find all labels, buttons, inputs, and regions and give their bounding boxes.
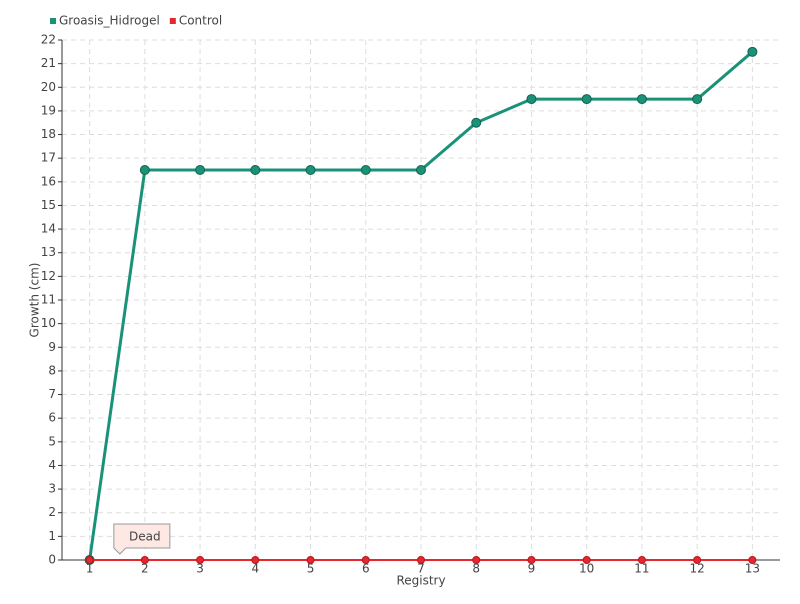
y-tick-label: 12 xyxy=(41,269,56,283)
x-axis-label: Registry xyxy=(396,574,445,588)
y-tick-label: 11 xyxy=(41,293,56,307)
data-point xyxy=(250,165,261,175)
data-point xyxy=(360,165,371,175)
y-tick-label: 6 xyxy=(48,411,56,425)
y-tick-label: 15 xyxy=(41,198,56,212)
y-tick-label: 10 xyxy=(41,316,56,330)
x-tick-label: 5 xyxy=(307,562,315,576)
data-point xyxy=(582,556,591,564)
x-tick-label: 3 xyxy=(196,562,204,576)
y-tick-label: 4 xyxy=(48,458,56,472)
data-point xyxy=(581,94,592,105)
x-tick-label: 10 xyxy=(579,562,594,576)
y-tick-label: 7 xyxy=(48,387,56,401)
legend-label: Groasis_Hidrogel xyxy=(59,14,160,28)
data-point xyxy=(637,556,646,564)
annotation-box xyxy=(113,523,171,555)
y-tick-label: 1 xyxy=(48,529,56,543)
x-tick-label: 8 xyxy=(472,562,480,576)
x-tick-label: 9 xyxy=(528,562,536,576)
legend-marker xyxy=(50,18,56,24)
data-point xyxy=(195,165,206,175)
legend-marker xyxy=(169,18,176,24)
data-point xyxy=(361,556,370,564)
data-point xyxy=(748,556,757,564)
x-tick-label: 6 xyxy=(362,562,370,576)
x-tick-label: 4 xyxy=(251,562,259,576)
data-point xyxy=(251,556,260,564)
x-tick-label: 13 xyxy=(745,562,760,576)
data-point xyxy=(636,94,647,105)
data-point xyxy=(417,556,425,564)
y-axis-label: Growth (cm) xyxy=(28,263,42,338)
data-point xyxy=(196,556,205,564)
y-tick-label: 16 xyxy=(41,174,56,188)
y-tick-label: 19 xyxy=(41,103,56,117)
data-point xyxy=(85,556,94,564)
y-tick-label: 22 xyxy=(41,33,56,47)
data-point xyxy=(140,556,149,564)
data-point xyxy=(526,94,537,105)
y-tick-label: 18 xyxy=(41,127,56,141)
y-tick-label: 13 xyxy=(41,245,56,259)
x-tick-label: 1 xyxy=(86,562,94,576)
data-point xyxy=(693,556,702,564)
data-point xyxy=(139,165,150,175)
y-tick-label: 9 xyxy=(48,340,56,354)
legend-label: Control xyxy=(179,14,222,28)
x-tick-label: 2 xyxy=(141,562,149,576)
y-tick-label: 14 xyxy=(41,222,56,236)
data-point xyxy=(527,556,536,564)
x-tick-label: 12 xyxy=(690,562,705,576)
data-point xyxy=(692,94,703,105)
y-tick-label: 3 xyxy=(48,482,56,496)
y-tick-label: 21 xyxy=(41,56,56,70)
data-point xyxy=(472,556,481,564)
data-point xyxy=(306,556,315,564)
data-point xyxy=(416,165,426,175)
data-point xyxy=(747,46,758,57)
y-tick-label: 5 xyxy=(48,434,56,448)
data-point xyxy=(471,117,482,128)
y-tick-label: 17 xyxy=(41,151,56,165)
y-tick-label: 8 xyxy=(48,363,56,377)
x-tick-label: 11 xyxy=(634,562,649,576)
y-tick-label: 20 xyxy=(41,80,56,94)
x-tick-label: 7 xyxy=(417,562,425,576)
annotation-text: Dead xyxy=(129,530,161,544)
data-point xyxy=(305,165,316,175)
annotation: Dead xyxy=(113,523,171,555)
y-tick-label: 0 xyxy=(48,553,56,567)
y-tick-label: 2 xyxy=(48,505,56,519)
